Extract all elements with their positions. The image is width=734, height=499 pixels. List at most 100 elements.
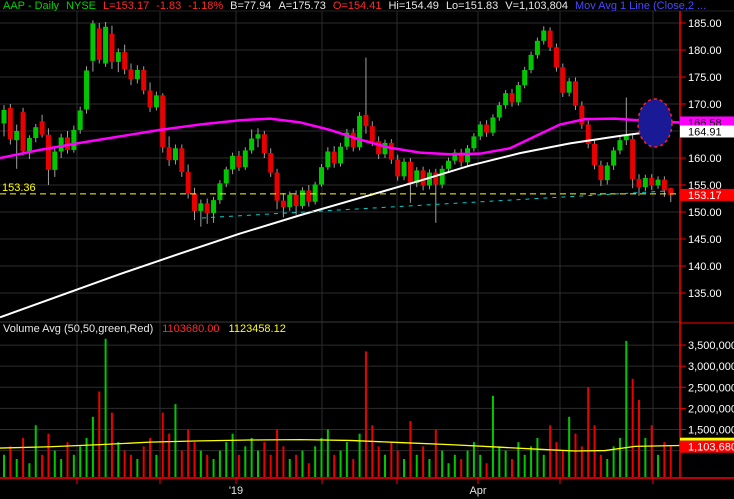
candle-up	[338, 146, 344, 164]
candle-up	[1, 109, 7, 124]
candle-up	[465, 148, 471, 163]
open-field: O=154.41	[332, 1, 382, 11]
volume-highlight	[680, 440, 734, 453]
symbol-label: AAP - Daily	[3, 1, 60, 11]
candle-up	[217, 183, 223, 201]
time-axis-label: Apr	[469, 485, 486, 497]
price-tick-label: 160.00	[688, 153, 722, 165]
candle-up	[426, 172, 432, 186]
candle-down	[363, 114, 369, 127]
price-tick-label: 145.00	[688, 234, 722, 246]
candle-up	[172, 148, 178, 161]
candle-up	[414, 170, 420, 183]
candle-down	[560, 67, 566, 93]
candle-up	[439, 168, 445, 185]
candle-up	[566, 81, 572, 93]
high-field: Hi=154.49	[388, 1, 439, 11]
candle-down	[420, 170, 426, 186]
price-highlight-mov-avg-2-value	[680, 125, 734, 138]
candle-down	[592, 143, 598, 166]
candle-up	[503, 93, 509, 106]
candle-down	[306, 190, 312, 202]
volume-avg-label: Volume Avg (50,50,green,Red)	[3, 323, 154, 335]
candle-down	[274, 172, 280, 201]
candle-up	[134, 69, 140, 80]
bid-field: B=77.94	[230, 1, 272, 11]
candle-up	[71, 129, 77, 150]
price-highlight-mov-avg-1-value	[680, 116, 734, 129]
candle-up	[84, 70, 90, 110]
candle-down	[395, 159, 401, 177]
highlight-ellipse-annotation[interactable]	[637, 98, 673, 148]
candle-up	[90, 23, 96, 61]
candle-down	[65, 137, 70, 150]
volume-ma-axis-marker	[680, 437, 734, 441]
candle-up	[528, 54, 534, 70]
candle-up	[357, 115, 363, 148]
ma-200-line	[0, 130, 654, 319]
volume-avg-yellow-value: 1123458.12	[228, 323, 286, 335]
candle-up	[319, 167, 324, 185]
price-highlight-text: 153.17	[688, 190, 722, 202]
indicator-label: Mov Avg 1 Line (Close,2 ...	[574, 1, 707, 11]
candle-down	[20, 112, 26, 151]
candle-up	[471, 136, 477, 149]
candle-down	[141, 69, 147, 91]
candle-up	[344, 132, 350, 147]
candle-up	[496, 105, 502, 118]
price-tick-label: 150.00	[688, 207, 722, 219]
candle-down	[236, 155, 242, 168]
candle-down	[433, 172, 439, 185]
chart-header: AAP - Daily NYSE L=153.17 -1.83 -1.18% B…	[3, 1, 733, 11]
price-tick-label: 135.00	[688, 288, 722, 300]
candle-down	[458, 152, 464, 163]
time-axis-label: '19	[229, 485, 243, 497]
candle-up	[249, 138, 255, 151]
change-field: -1.83	[156, 1, 182, 11]
candle-up	[401, 161, 407, 177]
candle-down	[407, 161, 413, 183]
volume-pane-legend: Volume Avg (50,50,green,Red) 1103680.00 …	[3, 324, 286, 335]
volume-field: V=1,103,804	[505, 1, 568, 11]
candle-up	[115, 52, 121, 62]
volume-tick-label: 2,000,000	[688, 403, 734, 415]
candle-up	[230, 155, 236, 170]
candle-down	[553, 47, 559, 68]
change-pct-field: -1.18%	[188, 1, 224, 11]
candle-up	[534, 40, 540, 55]
volume-highlight-text: 1,103,680	[688, 442, 734, 454]
volume-avg-red-value: 1103680.00	[162, 323, 220, 335]
price-axis: 185.00180.00175.00170.00160.00155.00150.…	[680, 18, 734, 300]
candle-up	[287, 194, 293, 208]
candle-down	[45, 134, 51, 170]
candle-up	[299, 190, 305, 207]
price-tick-label: 175.00	[688, 72, 722, 84]
candle-up	[515, 85, 521, 103]
candle-up	[26, 138, 32, 151]
candle-down	[268, 153, 274, 173]
candle-down	[160, 95, 166, 148]
candle-down	[261, 134, 267, 154]
candlestick-series	[1, 20, 674, 227]
candle-up	[77, 110, 83, 130]
candle-up	[103, 26, 109, 64]
candle-up	[153, 95, 159, 108]
candle-up	[604, 165, 610, 181]
candle-up	[198, 203, 204, 211]
candle-down	[350, 132, 356, 148]
candle-down	[369, 126, 375, 142]
axis-frame	[0, 10, 734, 479]
ask-field: A=175.73	[278, 1, 326, 11]
candle-up	[477, 124, 483, 137]
candle-down	[96, 28, 102, 60]
candle-up	[617, 140, 623, 151]
candle-down	[109, 33, 115, 62]
price-tick-label: 170.00	[688, 99, 722, 111]
candle-down	[649, 177, 655, 186]
volume-axis: 3,500,000 3,000,000 2,500,000 2,000,000 1,50…	[680, 340, 734, 454]
candle-up	[33, 127, 39, 139]
candle-up	[52, 151, 58, 170]
trendline[interactable]	[201, 190, 669, 219]
